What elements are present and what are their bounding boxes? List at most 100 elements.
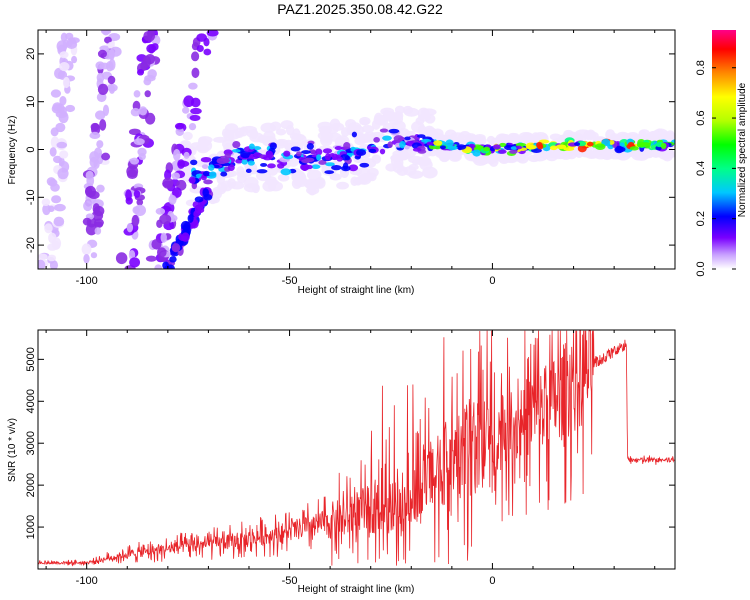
spectrogram-cell (227, 164, 235, 172)
spectrogram-cell (90, 122, 100, 132)
spectrogram-cell (408, 170, 424, 179)
spectrogram-cell (162, 177, 174, 189)
spectrogram-cell (224, 153, 231, 159)
spectrogram-cell (243, 176, 259, 189)
spectrogram-cell (144, 90, 151, 98)
x-tick-label: 0 (489, 275, 495, 287)
spectrogram-cell (322, 148, 333, 154)
spectrogram-cell (59, 51, 69, 59)
spectrogram-xlabel: Height of straight line (km) (298, 285, 415, 296)
spectrogram-cell (138, 153, 146, 161)
spectrogram-cell (93, 218, 104, 227)
spectrogram-cell (206, 30, 219, 37)
spectrogram-cell (619, 142, 625, 148)
spectrogram-cell (269, 142, 277, 150)
spectrogram-cell (53, 216, 65, 227)
snr-xlabel: Height of straight line (km) (298, 584, 415, 595)
spectrogram-cell (89, 156, 99, 168)
spectrogram-cell (94, 147, 103, 159)
colorbar: 0.0 0.2 0.4 0.6 0.8 Normalized spectral ampl… (695, 30, 748, 277)
spectrogram-cell (382, 135, 392, 141)
spectrogram-cell (585, 150, 599, 160)
spectrogram-cell (367, 172, 377, 182)
spectrogram-cell (293, 176, 309, 188)
spectrogram-panel: -100 -50 0 20 10 0 -10 -20 Height of straight l… (7, 29, 676, 296)
spectrogram-cell (426, 141, 434, 146)
spectrogram-cell (324, 170, 335, 175)
spectrogram-cell (660, 142, 667, 150)
spectrogram-cell (191, 51, 200, 62)
x-tick-label: -50 (282, 275, 298, 287)
spectrogram-cell (160, 232, 167, 243)
spectrogram-cell (85, 170, 94, 181)
spectrogram-cell (256, 169, 268, 174)
spectrogram-cell (129, 257, 141, 268)
spectrogram-cell (143, 31, 152, 41)
spectrogram-cell (164, 169, 172, 181)
spectrogram-cell (209, 171, 217, 177)
spectrogram-cell (210, 195, 220, 204)
spectrogram-cell (174, 122, 185, 130)
spectrogram-cell (197, 144, 210, 154)
spectrogram-cell (157, 247, 167, 258)
spectrogram-cell (82, 217, 92, 226)
spectrogram-cell (83, 253, 90, 264)
spectrogram-cell (232, 140, 241, 149)
spectrogram-cell (183, 151, 190, 159)
spectrogram-cell (549, 145, 558, 151)
snr-panel: -100 -50 0 1000 2000 3000 4000 5000 Height of s… (7, 329, 676, 595)
spectrogram-cell (102, 104, 110, 117)
spectrogram-cell (623, 133, 635, 141)
spectrogram-cell (136, 69, 145, 76)
spectrogram-cell (62, 76, 70, 89)
spectrogram-cell (574, 142, 581, 146)
spectrogram-cell (283, 150, 291, 157)
colorbar-tick-label: 0.0 (695, 261, 707, 276)
spectrogram-cell (172, 149, 181, 162)
spectrogram-ticks: -100 -50 0 20 10 0 -10 -20 (25, 30, 675, 287)
y-tick-label: 10 (25, 96, 37, 108)
spectrogram-cell (181, 232, 190, 242)
spectrogram-cell (515, 145, 523, 150)
colorbar-label: Normalized spectral amplitude (737, 82, 748, 217)
spectrogram-cell (394, 105, 405, 115)
spectrogram-cell (175, 127, 184, 136)
spectrogram-cell (50, 89, 62, 98)
spectrogram-cell (609, 133, 619, 142)
spectrogram-cell (417, 125, 427, 136)
spectrogram-cell (356, 149, 367, 156)
spectrogram-cell (424, 113, 436, 124)
x-tick-label: 0 (489, 575, 495, 587)
spectrogram-cell (629, 146, 639, 151)
spectrogram-cell (420, 108, 437, 116)
spectrogram-cell (310, 180, 324, 189)
spectrogram-cell (132, 206, 140, 214)
spectrogram-cell (509, 149, 518, 154)
spectrogram-cell (280, 168, 292, 176)
spectrogram-cell (147, 69, 157, 79)
spectrogram-ylabel: Frequency (Hz) (7, 116, 18, 185)
spectrogram-cell (169, 256, 177, 263)
spectrogram-cell (189, 114, 201, 121)
snr-ticks: -100 -50 0 1000 2000 3000 4000 5000 (25, 330, 675, 587)
spectrogram-cell (433, 140, 443, 146)
spectrogram-cell (95, 110, 106, 120)
x-tick-label: -50 (282, 575, 298, 587)
spectrogram-cell (101, 152, 111, 161)
spectrogram-cell (408, 155, 424, 164)
spectrogram-cell (155, 207, 166, 215)
spectrogram-cell (528, 154, 540, 163)
spectrogram-cell (85, 223, 98, 236)
spectrogram-cell (583, 131, 596, 141)
spectrogram-cell (247, 160, 255, 166)
spectrogram-cell (482, 146, 491, 152)
spectrogram-cell (115, 252, 128, 265)
spectrogram-cell (497, 149, 507, 154)
spectrogram-cell (340, 127, 350, 137)
spectrogram-cell (387, 141, 393, 148)
spectrogram-cell (55, 110, 68, 119)
spectrogram-cell (48, 232, 57, 244)
spectrogram-cell (172, 187, 182, 198)
spectrogram-cell (203, 37, 210, 47)
